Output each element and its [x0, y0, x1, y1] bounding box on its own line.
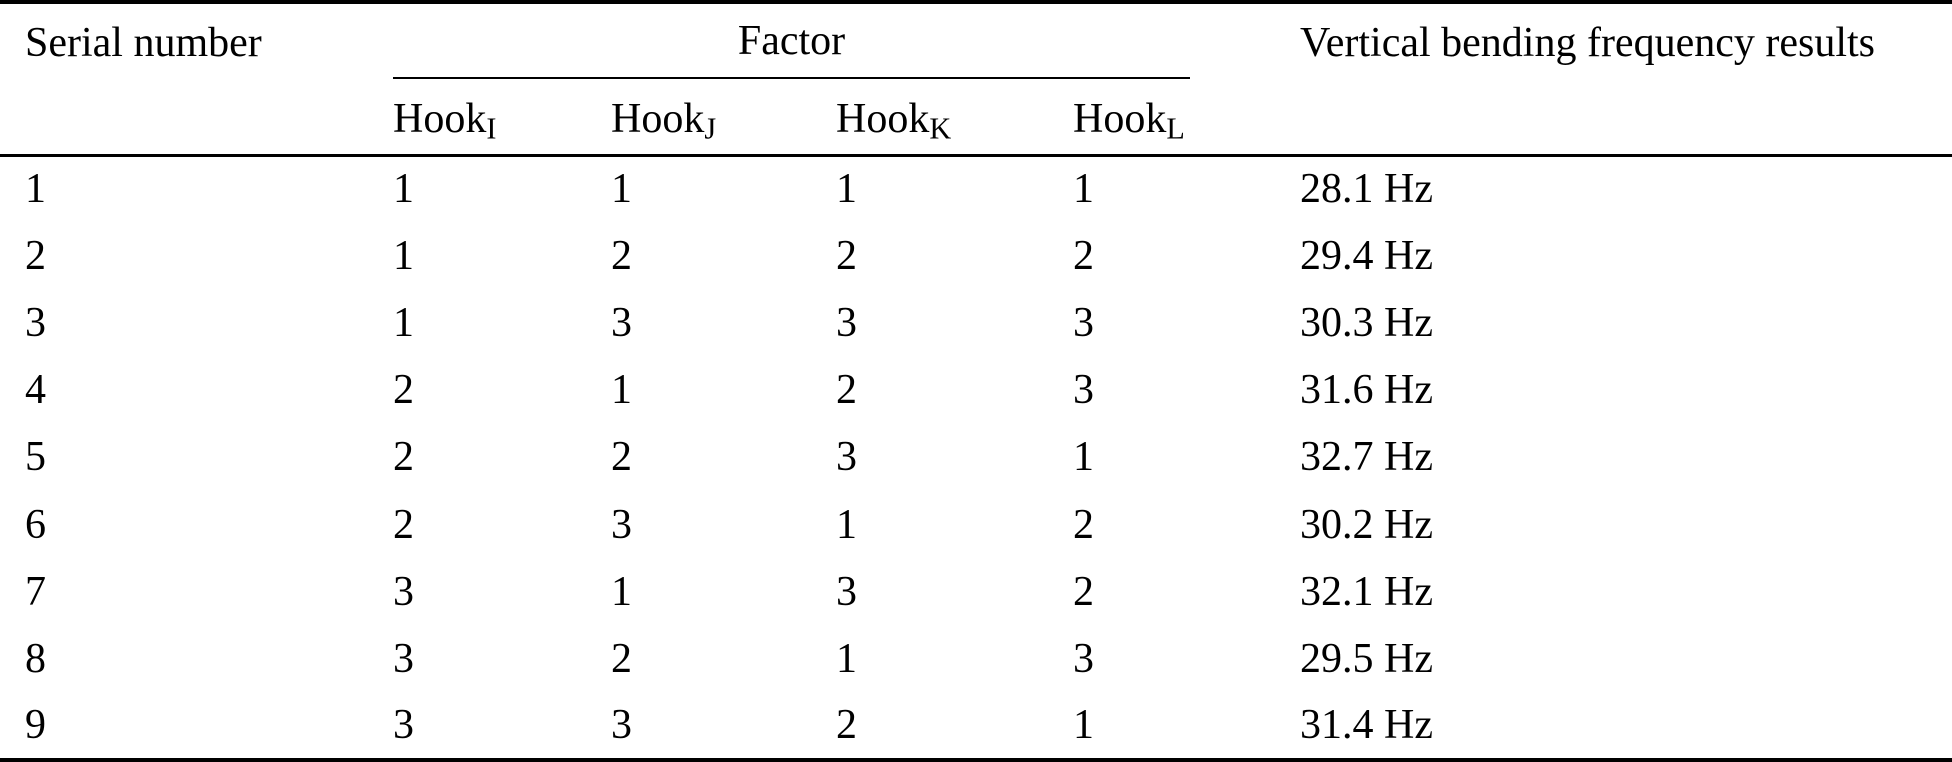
- serial-cell: 1: [25, 166, 46, 213]
- hook-j-cell: 3: [611, 501, 632, 548]
- hook-k-header: HookK: [836, 79, 1073, 155]
- hook-i-cell: 2: [393, 367, 414, 414]
- results-column-header: Vertical bending frequency results: [1300, 20, 1876, 66]
- serial-cell: 6: [25, 501, 46, 548]
- hook-l-base: Hook: [1073, 95, 1167, 142]
- hook-i-cell: 3: [393, 702, 414, 749]
- factor-group-header-cell: Factor: [393, 2, 1300, 79]
- table-row: 4 2 1 2 3 31.6 Hz: [0, 357, 1952, 424]
- hook-k-cell: 2: [836, 367, 857, 414]
- result-cell: 31.6 Hz: [1300, 367, 1434, 414]
- serial-cell: 2: [25, 232, 46, 279]
- serial-number-header: Serial number: [25, 20, 262, 66]
- table-row: 6 2 3 1 2 30.2 Hz: [0, 491, 1952, 558]
- result-cell: 30.2 Hz: [1300, 501, 1434, 548]
- hook-i-cell: 1: [393, 166, 414, 213]
- result-cell: 32.1 Hz: [1300, 568, 1434, 615]
- table-row: 9 3 3 2 1 31.4 Hz: [0, 693, 1952, 760]
- header-row-factors: HookI HookJ HookK HookL: [0, 79, 1952, 155]
- hook-k-cell: 2: [836, 232, 857, 279]
- hook-l-header: HookL: [1073, 79, 1300, 155]
- hook-l-cell: 3: [1073, 367, 1094, 414]
- hook-l-cell: 3: [1073, 636, 1094, 683]
- hook-l-cell: 2: [1073, 501, 1094, 548]
- table-row: 7 3 1 3 2 32.1 Hz: [0, 558, 1952, 625]
- serial-cell: 8: [25, 636, 46, 683]
- result-cell: 28.1 Hz: [1300, 166, 1434, 213]
- hook-i-cell: 1: [393, 300, 414, 347]
- hook-l-subscript: L: [1166, 111, 1185, 146]
- table-row: 8 3 2 1 3 29.5 Hz: [0, 626, 1952, 693]
- hook-i-cell: 1: [393, 232, 414, 279]
- hook-i-header: HookI: [393, 79, 611, 155]
- hook-l-cell: 2: [1073, 568, 1094, 615]
- result-cell: 29.4 Hz: [1300, 232, 1434, 279]
- hook-j-cell: 2: [611, 636, 632, 683]
- hook-i-cell: 3: [393, 568, 414, 615]
- hook-k-cell: 3: [836, 300, 857, 347]
- serial-cell: 4: [25, 367, 46, 414]
- header-row-top: Serial number Factor Vertical bending fr…: [0, 2, 1952, 79]
- table-body: 1 1 1 1 1 28.1 Hz 2 1 2 2 2 29.4 Hz 3 1 …: [0, 155, 1952, 760]
- hook-j-subscript: J: [704, 111, 717, 146]
- hook-k-subscript: K: [929, 111, 952, 146]
- result-cell: 31.4 Hz: [1300, 702, 1434, 749]
- hook-i-cell: 2: [393, 501, 414, 548]
- hook-k-cell: 3: [836, 434, 857, 481]
- hook-l-cell: 2: [1073, 232, 1094, 279]
- serial-cell: 5: [25, 434, 46, 481]
- hook-j-cell: 1: [611, 166, 632, 213]
- result-cell: 29.5 Hz: [1300, 636, 1434, 683]
- hook-l-cell: 3: [1073, 300, 1094, 347]
- serial-cell: 9: [25, 702, 46, 749]
- hook-i-subscript: I: [486, 111, 497, 146]
- table-row: 5 2 2 3 1 32.7 Hz: [0, 424, 1952, 491]
- table-row: 1 1 1 1 1 28.1 Hz: [0, 155, 1952, 222]
- hook-j-base: Hook: [611, 95, 705, 142]
- hook-j-cell: 1: [611, 568, 632, 615]
- hook-k-base: Hook: [836, 95, 930, 142]
- hook-i-cell: 2: [393, 434, 414, 481]
- serial-cell: 7: [25, 568, 46, 615]
- hook-l-cell: 1: [1073, 702, 1094, 749]
- hook-j-cell: 1: [611, 367, 632, 414]
- result-cell: 30.3 Hz: [1300, 300, 1434, 347]
- factor-group-label: Factor: [737, 18, 846, 64]
- hook-j-header: HookJ: [611, 79, 836, 155]
- hook-k-cell: 1: [836, 501, 857, 548]
- hook-k-cell: 3: [836, 568, 857, 615]
- table-row: 3 1 3 3 3 30.3 Hz: [0, 289, 1952, 356]
- hook-l-cell: 1: [1073, 434, 1094, 481]
- hook-j-cell: 3: [611, 300, 632, 347]
- hook-k-cell: 1: [836, 636, 857, 683]
- hook-j-cell: 3: [611, 702, 632, 749]
- hook-j-cell: 2: [611, 232, 632, 279]
- factor-underline: Factor: [393, 4, 1191, 79]
- hook-k-cell: 2: [836, 702, 857, 749]
- table-row: 2 1 2 2 2 29.4 Hz: [0, 222, 1952, 289]
- hook-i-cell: 3: [393, 636, 414, 683]
- table-header: Serial number Factor Vertical bending fr…: [0, 2, 1952, 155]
- hook-j-cell: 2: [611, 434, 632, 481]
- hook-k-cell: 1: [836, 166, 857, 213]
- result-cell: 32.7 Hz: [1300, 434, 1434, 481]
- serial-cell: 3: [25, 300, 46, 347]
- hook-l-cell: 1: [1073, 166, 1094, 213]
- hook-i-base: Hook: [393, 95, 487, 142]
